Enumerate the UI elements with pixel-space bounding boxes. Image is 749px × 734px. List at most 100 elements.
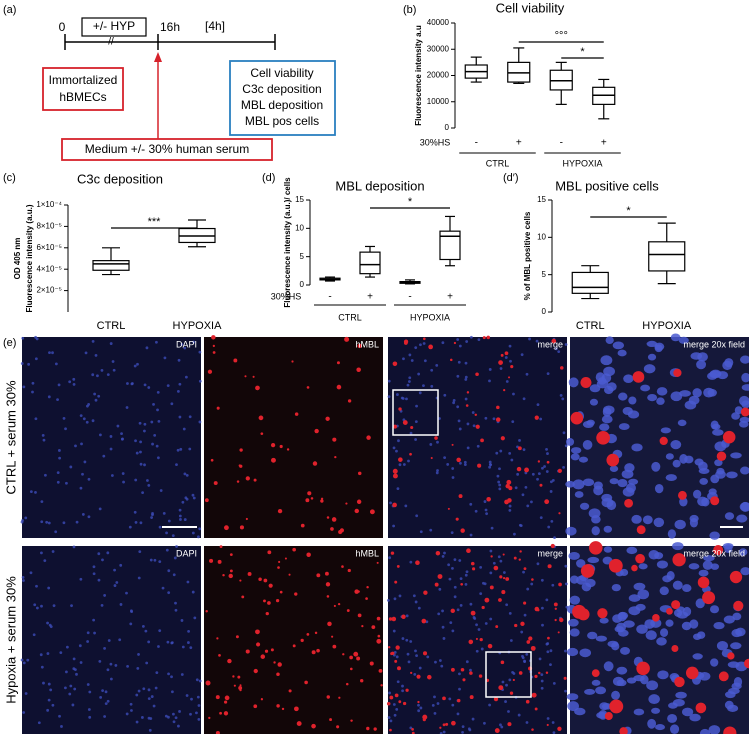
box: [359, 251, 381, 275]
nucleus: [616, 666, 628, 675]
nucleus: [701, 497, 710, 507]
chart-title: MBL deposition: [335, 178, 424, 193]
nucleus: [667, 714, 678, 723]
nucleus: [97, 394, 101, 398]
cells-label: hBMECs: [59, 90, 106, 104]
nucleus: [125, 406, 129, 409]
nucleus: [536, 477, 539, 481]
mbl-spot: [239, 525, 245, 530]
nucleus: [436, 469, 439, 472]
nucleus: [22, 385, 26, 389]
mbl-spot: [531, 578, 534, 581]
y-tick-label: 15: [537, 195, 546, 204]
nucleus: [192, 496, 196, 500]
nucleus: [171, 690, 174, 694]
nucleus: [712, 429, 724, 436]
nucleus: [129, 702, 133, 706]
mbl-spot: [224, 700, 228, 704]
mbl-spot: [553, 602, 558, 607]
nucleus: [589, 398, 598, 406]
nucleus: [620, 647, 631, 655]
nucleus: [47, 586, 51, 590]
nucleus: [87, 515, 91, 519]
nucleus: [513, 532, 516, 536]
nucleus: [187, 629, 190, 633]
mbl-spot: [502, 576, 506, 580]
nucleus: [172, 573, 176, 577]
mbl-spot: [360, 679, 364, 683]
mbl-spot: [500, 353, 504, 357]
nucleus: [569, 595, 581, 605]
nucleus: [469, 335, 473, 339]
nucleus: [574, 707, 586, 716]
mbl-spot: [462, 678, 466, 682]
nucleus: [94, 353, 98, 357]
mbl-spot: [405, 688, 409, 692]
nucleus: [197, 704, 201, 707]
chart-title: Cell viability: [496, 0, 565, 15]
nucleus: [501, 680, 505, 684]
nucleus: [47, 395, 51, 399]
mbl-cell: [609, 699, 624, 714]
mbl-spot: [336, 361, 340, 365]
nucleus: [587, 631, 598, 640]
mbl-spot: [311, 650, 316, 655]
micrograph: merge: [386, 543, 569, 734]
nucleus: [569, 628, 580, 637]
nucleus: [451, 629, 455, 633]
nucleus: [446, 463, 450, 466]
micrograph-background: [204, 546, 383, 734]
nucleus: [40, 520, 44, 524]
mbl-spot: [356, 367, 361, 373]
y-tick-label: 10: [537, 232, 546, 241]
nucleus: [456, 374, 460, 378]
box-chart: C3c deposition OD 405 nm Fluorescence inte…: [13, 171, 222, 331]
mbl-spot: [224, 695, 230, 701]
mbl-spot: [550, 543, 555, 549]
nucleus: [675, 691, 687, 699]
time-label: 0: [59, 20, 66, 34]
nucleus: [20, 658, 24, 662]
mbl-spot: [278, 560, 281, 564]
nucleus: [647, 353, 657, 361]
mbl-cell: [632, 371, 645, 383]
mbl-spot: [423, 590, 428, 595]
nucleus: [523, 659, 526, 663]
nucleus: [143, 429, 146, 433]
mbl-spot: [475, 637, 478, 640]
mbl-spot: [378, 668, 383, 673]
nucleus: [198, 350, 202, 354]
nucleus: [581, 582, 592, 592]
nucleus: [568, 618, 579, 627]
mbl-spot: [398, 457, 403, 462]
mbl-spot: [504, 351, 509, 356]
mbl-spot: [336, 725, 340, 729]
nucleus: [708, 725, 721, 734]
mbl-spot: [457, 698, 461, 703]
nucleus: [182, 427, 186, 431]
mbl-spot: [277, 662, 282, 667]
mbl-spot: [263, 599, 266, 603]
mbl-spot: [258, 415, 264, 421]
mbl-spot: [212, 344, 215, 348]
mbl-spot: [320, 499, 324, 503]
nucleus: [546, 372, 550, 376]
nucleus: [81, 513, 85, 516]
nucleus: [588, 508, 601, 519]
mbl-spot: [326, 516, 330, 519]
nucleus: [698, 467, 710, 474]
nucleus: [75, 520, 79, 524]
mbl-cell: [580, 564, 595, 578]
mbl-spot: [239, 464, 243, 468]
mbl-spot: [534, 415, 539, 420]
nucleus: [492, 417, 496, 421]
nucleus: [681, 621, 692, 631]
mbl-spot: [451, 720, 456, 726]
nucleus: [106, 551, 110, 555]
nucleus: [133, 510, 137, 514]
nucleus: [530, 500, 533, 504]
mbl-spot: [267, 550, 272, 555]
mbl-spot: [354, 508, 359, 514]
nucleus: [198, 527, 202, 531]
nucleus: [417, 703, 420, 707]
